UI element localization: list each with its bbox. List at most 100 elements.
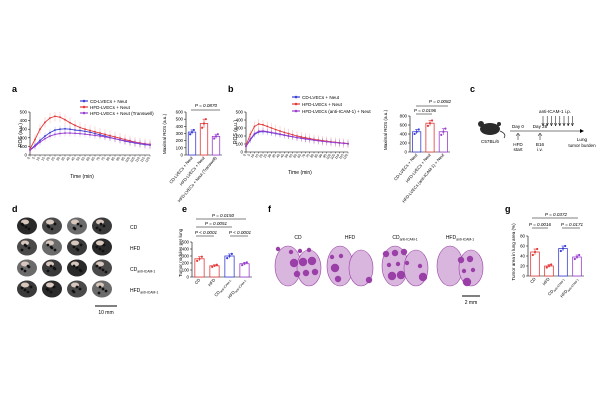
lung-nodule-r1-c0-3 [24,244,28,248]
lung-nodule-r1-c0-2 [27,246,31,250]
histology-tumor-2-1 [400,248,408,256]
panel-b-bar-dot-1-1 [428,122,432,125]
lung-nodule-r2-c3-0 [104,270,108,274]
panel-b-line-xtick-label-15: 75 [305,153,311,158]
panel-a-line-xtick-label-11: 55 [80,156,86,161]
panel-a-ylabel: ROS (a.u.) [18,123,24,147]
panel-g-bar-dot-3-0 [573,257,576,261]
panel-b-line-xtick-label-4: 20 [258,153,264,158]
treatment-label: anti-ICAM-1 i.p. [539,109,571,114]
panel-g-bar-category-label-1: HFD [541,276,550,286]
panel-label-d: d [12,204,18,214]
legend-b-text-cd: CD-LVECs + Neut [302,95,340,100]
panel-a-line-ytick-label-2: 200 [20,135,28,140]
legend-b-text-hfd: HFD-LVECs + Neut [302,102,343,107]
injection-arrow-1 [545,116,549,127]
panel-b-line-xtick-label-13: 65 [297,153,303,158]
panel-label-b: b [228,84,234,94]
panel-a-line-xtick-label-17: 85 [110,156,116,161]
panel-a-line-point-s2-24 [149,143,151,146]
panel-e-bar-ytick-label-3: 300 [182,254,190,259]
panel-f-histology: CD HFD CDanti-ICAM-1 HFDanti-ICAM-1 2 mm [274,235,484,306]
legend-b-text-antiicam: HFD-LVECs (anti-ICAM-1) + Neut [302,109,371,114]
lung-photo-grid [17,217,112,298]
lung-photo-trachea-r1-c3 [96,240,104,246]
panel-label-c: c [470,84,475,94]
lung-nodule-r3-c3-2 [101,287,105,291]
lung-nodule-r0-c1-3 [47,225,51,229]
panel-b-line-point-s2-0 [245,145,247,148]
lung-nodule-r0-c3-2 [102,224,106,228]
panel-b-line-xtick-label-21: 105 [330,153,337,160]
panel-b-line-point-s2-3 [257,130,260,133]
panel-b-line-point-s1-7 [274,128,277,131]
panel-a-bar-ytick-label-1: 100 [176,145,184,150]
panel-b-line-xtick-label-6: 30 [267,153,273,158]
lung-nodule-r0-c2-3 [73,227,77,231]
panel-a-xlabel: Time (min) [70,174,94,180]
histology-tumor-2-3 [395,261,401,267]
lung-nodule-r1-c2-1 [72,245,76,249]
panel-b-line-point-s2-23 [342,142,345,145]
panel-a-line-point-s1-10 [79,126,81,129]
panel-e-bar-dot-2-0 [226,257,229,260]
panel-b-line-xtick-label-23: 115 [338,153,344,160]
lung-nodule-r3-c3-0 [97,291,101,295]
row-label-hfd: HFD [130,246,141,252]
histology-label-cd-anti-main: CD [392,235,400,241]
lung-photo-trachea-r0-c1 [46,219,54,225]
lung-nodule-r1-c3-0 [101,249,105,253]
start-label: start [514,147,524,152]
histology-tumor-0-5 [298,257,308,267]
panel-a-legend: CD-LVECs + Neut HFD-LVECs + Neut HFD-LVE… [80,99,154,116]
panel-a-line-point-s1-5 [54,115,56,118]
panel-b-line-point-s2-1 [249,138,252,141]
panel-e-bar-dot-1-2 [215,263,218,266]
panel-label-a: a [12,84,18,94]
panel-a-line-point-s2-12 [89,133,91,136]
panel-g-bar-ytick-label-3: 60 [520,244,525,249]
histology-label-cd-anti: CDanti-ICAM-1 [392,235,417,242]
panel-a-bar-dot-0-2 [192,128,195,132]
histology-tumor-2-0 [404,260,410,266]
lung-nodule-r0-c3-3 [99,222,103,226]
panel-b-line-xtick-label-7: 35 [271,153,277,158]
lung-nodule-r2-c0-3 [27,265,31,269]
panel-b-line-point-s2-2 [253,132,256,135]
lung-nodule-r3-c2-2 [75,285,79,289]
panel-g-ylabel: Tumor area in lung area (%) [511,223,516,281]
lung-nodule-r3-c1-1 [52,285,56,289]
panel-g-bar-dot-3-2 [578,253,581,257]
panel-b-line-point-s1-3 [257,123,260,125]
histology-tumor-0-0 [275,246,281,252]
panel-b-bar-ytick-label-2: 400 [400,132,408,137]
histology-tumor-2-7 [382,250,390,258]
histology-tumor-0-1 [311,268,319,276]
panel-c-schematic: C57BL/6 Day 0 Day 28 anti-ICAM-1 i.p. HF… [478,109,596,152]
injection-arrow-6 [566,116,570,127]
lung-nodule-r1-c1-2 [53,248,57,252]
lung-nodule-r1-c3-3 [102,243,106,247]
lung-nodule-r2-c1-1 [49,264,53,268]
panel-b-line-xtick-label-1: 5 [247,153,251,157]
panel-a-line-point-s1-3 [44,121,46,124]
panel-e-bar-bar-3 [239,263,250,278]
panel-a-bar-chart: Maximal ROS (a.u.) P = 0.0870 0 100 200 300… [162,103,222,203]
panel-g-bar-dot-0-1 [533,250,537,254]
panel-b-line-xtick-label-16: 80 [309,153,315,158]
panel-g-bar-dot-2-0 [559,249,562,253]
lung-nodule-r1-c1-1 [46,243,50,247]
panel-a-line-xtick-label-12: 60 [85,156,91,161]
panel-a-line-point-s1-8 [69,121,71,124]
panel-b-bar-dot-2-2 [444,127,447,130]
panel-a-line-ytick-label-0: 0 [25,153,28,158]
histology-tumor-2-5 [387,271,397,281]
lung-nodule-r0-c3-0 [98,228,102,232]
histology-tumor-3-4 [457,256,465,264]
histology-tumor-0-4 [302,269,310,277]
panel-b-line-xtick-label-3: 15 [254,153,260,158]
panel-a-bar-ylabel: Maximal ROS (a.u.) [162,113,167,154]
panel-a-bar-dot-2-0 [213,137,216,140]
histology-tumor-1-2 [330,263,340,273]
lung-nodule-r0-c0-1 [27,227,31,231]
